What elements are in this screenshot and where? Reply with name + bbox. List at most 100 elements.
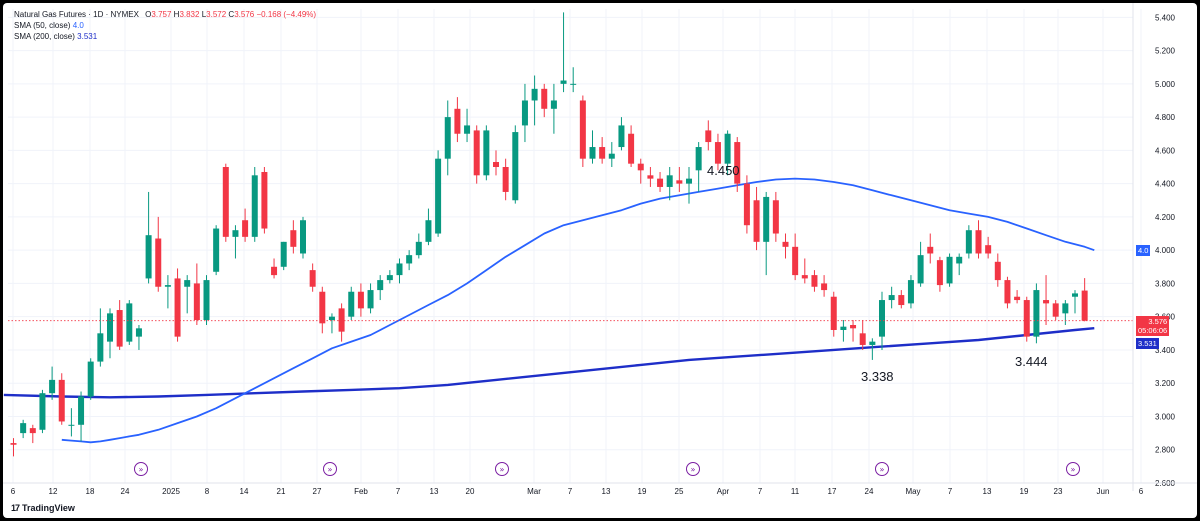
x-tick-label: 14 xyxy=(240,487,249,496)
candle-body xyxy=(512,132,519,201)
tradingview-brand[interactable]: 17 TradingView xyxy=(11,503,75,513)
candle xyxy=(242,208,249,242)
x-tick-label: 7 xyxy=(758,487,763,496)
candle-body xyxy=(869,341,876,345)
candle-body xyxy=(531,88,538,101)
candle-body xyxy=(550,100,557,109)
candle-body xyxy=(821,283,828,291)
sma50-price-tag: 4.0 xyxy=(1136,245,1151,257)
candle-body xyxy=(338,308,345,332)
candle xyxy=(1023,296,1030,342)
candle-body xyxy=(435,158,442,234)
candle xyxy=(290,220,297,254)
candle xyxy=(579,95,586,167)
candles-group xyxy=(10,12,1088,457)
candle-body xyxy=(589,147,596,159)
x-tick-label: 6 xyxy=(1139,487,1144,496)
candle-body xyxy=(850,325,857,329)
candle xyxy=(772,191,779,242)
y-tick-label: 4.800 xyxy=(1155,113,1176,122)
candle xyxy=(300,216,306,259)
legend-row-sma200[interactable]: SMA (200, close) 3.531 xyxy=(14,31,316,42)
candle xyxy=(29,424,36,444)
candle xyxy=(232,225,239,259)
high-value: 3.832 xyxy=(179,10,200,19)
candle xyxy=(666,167,673,201)
candle-body xyxy=(135,328,142,337)
y-tick-label: 5.400 xyxy=(1155,13,1176,22)
candle-body xyxy=(657,178,664,187)
candle-body xyxy=(502,167,509,192)
candle xyxy=(145,191,152,284)
x-tick-label: 13 xyxy=(602,487,611,496)
candle xyxy=(396,258,403,284)
event-markers: » » » » » » xyxy=(134,462,1080,476)
x-tick-label: 8 xyxy=(205,487,210,496)
legend-row-sma50[interactable]: SMA (50, close) 4.0 xyxy=(14,20,316,31)
candle xyxy=(1014,290,1021,304)
candle xyxy=(20,419,27,439)
candle xyxy=(386,270,393,284)
candle xyxy=(830,291,837,337)
event-marker: » xyxy=(686,462,700,476)
candle xyxy=(560,12,567,93)
candle-body xyxy=(917,255,924,284)
legend-row-main: Natural Gas Futures · 1D · NYMEX O3.757 … xyxy=(14,9,316,20)
candle-body xyxy=(743,183,750,226)
event-marker: » xyxy=(875,462,889,476)
candle xyxy=(271,258,278,279)
event-marker-circle xyxy=(134,462,148,476)
candle-body xyxy=(1014,296,1021,301)
candle-body xyxy=(570,83,577,85)
candle-body xyxy=(1023,300,1030,337)
candle-body xyxy=(396,263,403,276)
candle xyxy=(1043,275,1050,325)
candle xyxy=(888,286,895,309)
x-tick-label: 24 xyxy=(121,487,130,496)
candle-body xyxy=(203,280,210,321)
candle xyxy=(348,286,355,321)
candle-body xyxy=(879,300,885,337)
y-tick-label: 4.400 xyxy=(1155,180,1176,189)
candle xyxy=(927,233,934,264)
candle-body xyxy=(888,295,895,301)
sma200-label: SMA (200, close) xyxy=(14,32,75,41)
candlestick-chart[interactable]: 2.6002.8003.0003.2003.4003.6003.8004.000… xyxy=(3,3,1197,518)
candle xyxy=(39,389,46,434)
candle xyxy=(618,117,625,151)
low-label: L xyxy=(201,10,207,19)
candle xyxy=(473,125,480,184)
candle-body xyxy=(647,175,654,179)
candle xyxy=(464,108,471,143)
candle xyxy=(917,241,924,287)
forward-arrow-icon: » xyxy=(328,465,333,474)
candle-body xyxy=(907,280,914,304)
candle-body xyxy=(985,245,992,254)
candle-body xyxy=(319,291,326,324)
close-value: 3.576 xyxy=(234,10,255,19)
open-value: 3.757 xyxy=(151,10,172,19)
price-axis[interactable]: 2.6002.8003.0003.2003.4003.6003.8004.000… xyxy=(1155,13,1176,488)
candle xyxy=(550,83,557,134)
sma200-group xyxy=(3,327,1095,399)
x-tick-label: 13 xyxy=(983,487,992,496)
candle xyxy=(328,313,335,334)
sma200-value: 3.531 xyxy=(77,32,98,41)
candle-body xyxy=(49,379,56,394)
time-axis[interactable]: 6 12 18 24 2025 8 14 21 27 Feb 7 13 20 Mar 7 13 19 25 Apr 7… xyxy=(3,3,1197,496)
candle xyxy=(319,286,326,334)
sma50-group xyxy=(61,177,1095,444)
candle xyxy=(907,275,914,309)
candle xyxy=(58,373,65,425)
candle xyxy=(107,308,113,359)
y-tick-label: 3.800 xyxy=(1155,279,1176,288)
candle-body xyxy=(830,296,837,330)
candle xyxy=(686,167,692,204)
symbol-title[interactable]: Natural Gas Futures · 1D · NYMEX xyxy=(14,10,139,19)
candle-body xyxy=(20,423,27,434)
candle xyxy=(724,130,731,176)
candle xyxy=(493,150,499,176)
candle-body xyxy=(328,316,335,321)
candle-body xyxy=(541,88,548,109)
x-tick-label: Jun xyxy=(1097,487,1110,496)
